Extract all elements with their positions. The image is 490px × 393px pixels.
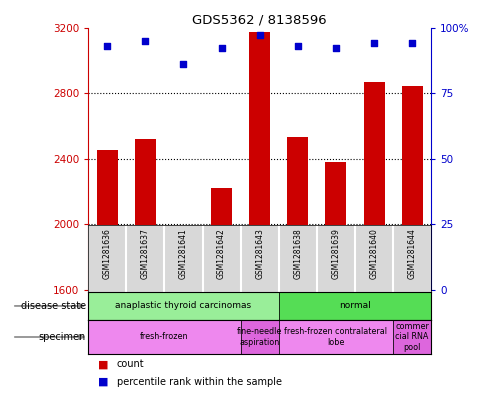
Bar (173, 286, 194, 290)
Text: commer
cial RNA
pool: commer cial RNA pool (395, 322, 429, 352)
Point (218, 45, 225, 51)
Text: normal: normal (339, 301, 371, 310)
Bar (88, 320, 241, 354)
Bar (364, 82, 385, 290)
Point (256, 32, 264, 39)
Bar (97, 151, 118, 290)
Bar (88, 292, 279, 320)
Bar (135, 139, 156, 290)
Text: disease state: disease state (21, 301, 86, 311)
Bar (393, 320, 431, 354)
Bar (325, 162, 346, 290)
Point (332, 45, 340, 51)
Text: ■: ■ (98, 360, 108, 369)
Text: GSM1281637: GSM1281637 (141, 228, 150, 279)
Text: percentile rank within the sample: percentile rank within the sample (117, 377, 282, 387)
Text: fresh-frozen: fresh-frozen (140, 332, 189, 342)
Point (179, 61, 187, 67)
Bar (249, 33, 270, 290)
Text: anaplastic thyroid carcinomas: anaplastic thyroid carcinomas (116, 301, 251, 310)
Point (294, 43, 302, 49)
Text: fine-needle
aspiration: fine-needle aspiration (237, 327, 282, 347)
Text: GSM1281644: GSM1281644 (408, 228, 416, 279)
Bar (279, 320, 393, 354)
Text: GSM1281636: GSM1281636 (103, 228, 112, 279)
Title: GDS5362 / 8138596: GDS5362 / 8138596 (193, 13, 327, 26)
Point (142, 37, 149, 44)
Bar (402, 86, 422, 290)
Text: GSM1281641: GSM1281641 (179, 228, 188, 279)
Bar (241, 320, 279, 354)
Bar (211, 188, 232, 290)
Text: GSM1281638: GSM1281638 (294, 228, 302, 279)
Bar (279, 292, 431, 320)
Text: GSM1281639: GSM1281639 (331, 228, 341, 279)
Point (408, 40, 416, 46)
Bar (287, 137, 308, 290)
Text: ■: ■ (98, 377, 108, 387)
Text: count: count (117, 360, 144, 369)
Point (103, 43, 111, 49)
Text: fresh-frozen contralateral
lobe: fresh-frozen contralateral lobe (284, 327, 388, 347)
Text: GSM1281640: GSM1281640 (369, 228, 379, 279)
Text: GSM1281642: GSM1281642 (217, 228, 226, 279)
Text: specimen: specimen (39, 332, 86, 342)
Text: GSM1281643: GSM1281643 (255, 228, 264, 279)
Point (370, 40, 378, 46)
